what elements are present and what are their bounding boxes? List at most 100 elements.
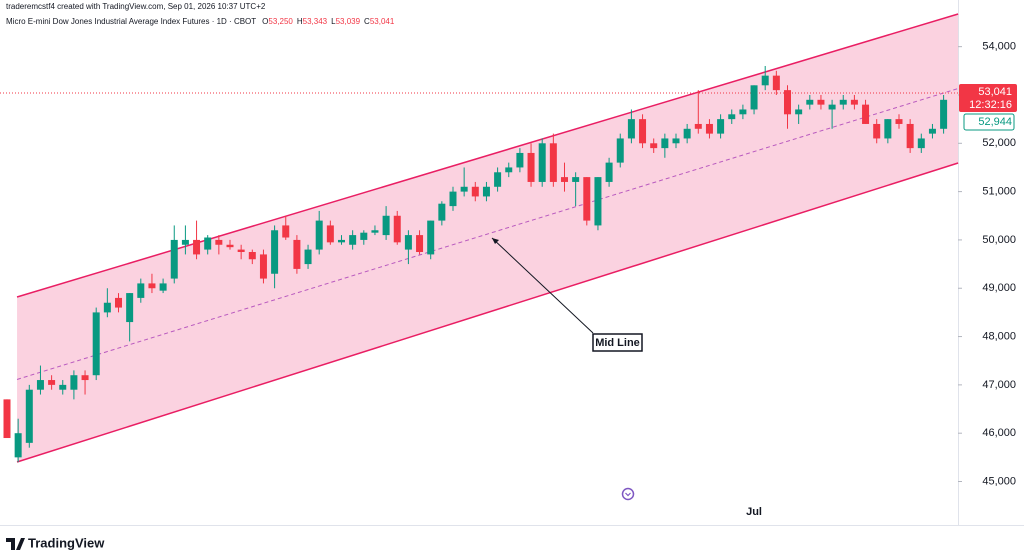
candle-body [895, 119, 903, 124]
candle-body [449, 191, 457, 207]
legend-value: 53,039 [336, 17, 361, 26]
candle-body [594, 177, 602, 226]
candle-body [583, 177, 591, 221]
candle-body [795, 109, 803, 115]
plot-area: Mid Line [0, 13, 959, 463]
candle-body [259, 254, 267, 279]
candle-body [92, 312, 100, 376]
candle-body [159, 283, 167, 291]
candle-body [326, 225, 334, 243]
y-tick-label: 51,000 [982, 186, 1016, 198]
candle-body [828, 104, 836, 110]
candle-body [115, 297, 122, 308]
candle-body [616, 138, 624, 163]
candle-body [382, 215, 390, 236]
candle-body [137, 283, 145, 298]
candle-body [739, 109, 747, 115]
candle-body [148, 283, 156, 289]
candle-body [36, 380, 44, 390]
candle-body [839, 99, 847, 105]
channel-mid [16, 88, 959, 380]
y-tick-label: 47,000 [982, 379, 1016, 391]
candle-body [750, 85, 758, 110]
candle-body [482, 186, 490, 197]
candle-body [271, 230, 279, 274]
candle-body [103, 302, 111, 313]
candle-body [25, 389, 33, 443]
y-tick-label: 46,000 [982, 427, 1016, 439]
candle-body [572, 177, 580, 182]
candle-body [784, 90, 791, 115]
y-tick-label: 45,000 [982, 475, 1016, 487]
candle-body [438, 203, 446, 221]
candle-body [694, 123, 702, 129]
x-tick-label: Jul [746, 506, 762, 518]
candle-body [126, 293, 134, 323]
legend-key: H [297, 17, 303, 26]
candle-body [360, 232, 368, 240]
candle-body [304, 249, 312, 265]
candle-body [728, 114, 736, 120]
candle-body [215, 239, 223, 245]
candle-body [605, 162, 613, 182]
logo: TradingView [6, 535, 105, 550]
candle-body [59, 384, 67, 390]
candle-body [315, 220, 323, 250]
y-tick-label: 54,000 [982, 41, 1016, 53]
candle-body [817, 99, 825, 105]
candle-body [850, 99, 858, 105]
candle-body [371, 230, 379, 233]
candle-body [940, 99, 948, 129]
y-tick-label: 50,000 [982, 234, 1016, 246]
candle-body [70, 375, 78, 390]
logo-icon [6, 538, 25, 550]
candle-body [650, 143, 658, 149]
candle-body [527, 152, 535, 182]
legend-key: O [262, 17, 268, 26]
event-icon [621, 487, 635, 501]
candle-body [873, 123, 881, 139]
candle-body [661, 138, 669, 149]
candle-body [81, 375, 89, 381]
candle-body [237, 249, 245, 253]
last-price-label: 53,041 [978, 86, 1012, 98]
candle-body [516, 152, 524, 168]
candle-body [460, 186, 468, 192]
legend-value: 53,250 [268, 17, 293, 26]
candle-body [717, 119, 725, 134]
last-price-box [959, 83, 1017, 112]
candle-body [917, 138, 925, 149]
y-tick-label: 48,000 [982, 330, 1016, 342]
y-tick-label: 52,000 [982, 137, 1016, 149]
candle-body [884, 119, 892, 139]
candle-body [471, 186, 479, 197]
candle-body [248, 252, 256, 260]
candle-body [772, 75, 780, 91]
chart-title: Micro E-mini Dow Jones Industrial Averag… [6, 17, 256, 26]
candle-body [427, 220, 435, 255]
candle-body [806, 99, 814, 105]
candle-body [627, 119, 635, 139]
legend-value: 53,343 [303, 17, 328, 26]
y-tick-label: 49,000 [982, 282, 1016, 294]
candle-body [549, 143, 557, 182]
candle-body [193, 239, 201, 255]
candle-body [906, 123, 914, 149]
candle-body [705, 123, 713, 134]
candle-body [226, 244, 234, 248]
candle-body [538, 143, 546, 182]
candle-body [928, 128, 936, 134]
candle-body [338, 239, 345, 243]
candle-body [293, 239, 301, 269]
legend: Micro E-mini Dow Jones Industrial Averag… [6, 17, 395, 26]
legend-key: C [364, 17, 370, 26]
annotation-box [592, 333, 643, 352]
candle-body [181, 239, 189, 245]
candle-body [14, 433, 22, 458]
candle-body [862, 104, 870, 124]
candle-body [393, 215, 401, 243]
marker-price-box [963, 113, 1015, 131]
annotation-text: Mid Line [595, 337, 640, 349]
